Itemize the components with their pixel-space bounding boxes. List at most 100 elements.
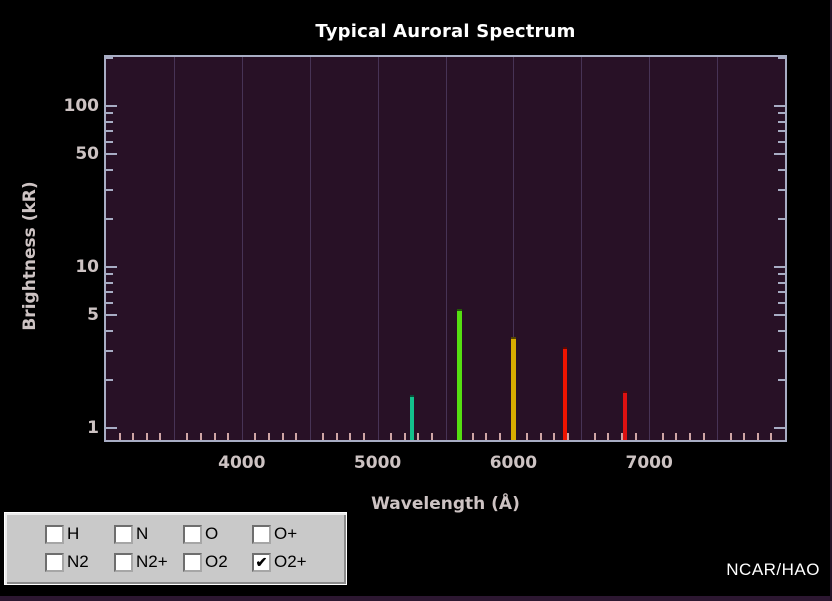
- y-tick: [778, 217, 785, 220]
- species-item-oplus[interactable]: O+: [252, 524, 297, 544]
- checkbox-o2[interactable]: [183, 552, 202, 572]
- species-label-o: O: [205, 524, 219, 543]
- species-label-oplus: O+: [274, 524, 298, 543]
- x-minor-tick: [607, 433, 610, 440]
- species-checkbox-panel: H N O O+ N2 N2+ O2 ✔ O2+: [4, 512, 347, 585]
- x-minor-tick: [186, 433, 189, 440]
- gridline: [309, 57, 311, 440]
- y-tick-label: 1: [87, 418, 99, 438]
- y-tick: [106, 330, 113, 333]
- y-tick: [778, 290, 785, 293]
- x-minor-tick: [159, 433, 162, 440]
- y-tick: [778, 281, 785, 284]
- checkbox-oplus[interactable]: [252, 524, 271, 544]
- spectral-line: [456, 308, 462, 440]
- species-label-o2plus: O2+: [274, 552, 307, 571]
- y-tick: [106, 105, 117, 107]
- checkbox-n2plus[interactable]: [114, 552, 133, 572]
- y-tick: [778, 140, 785, 143]
- gridline: [649, 57, 651, 440]
- checkbox-o[interactable]: [183, 524, 202, 544]
- gridline: [445, 57, 447, 440]
- y-tick: [778, 273, 785, 276]
- y-tick-label: 50: [75, 144, 99, 165]
- species-item-o2plus[interactable]: ✔ O2+: [252, 552, 307, 572]
- gridline: [241, 57, 243, 440]
- y-tick: [106, 427, 117, 429]
- y-tick: [778, 189, 785, 192]
- gridline: [377, 57, 379, 440]
- plot-canvas: [106, 57, 785, 440]
- checkbox-o2plus[interactable]: ✔: [252, 552, 271, 572]
- window-border-bottom: [0, 596, 832, 601]
- x-tick-label: 6000: [489, 453, 538, 473]
- x-minor-tick: [566, 433, 569, 440]
- y-tick: [778, 169, 785, 172]
- spectral-line: [510, 336, 516, 440]
- x-minor-tick: [335, 433, 338, 440]
- y-tick: [778, 129, 785, 132]
- x-minor-tick: [132, 433, 135, 440]
- x-minor-tick: [295, 433, 298, 440]
- x-minor-tick: [702, 433, 705, 440]
- window-border-right: [830, 0, 832, 601]
- x-minor-tick: [634, 433, 637, 440]
- x-tick-label: 4000: [218, 453, 266, 473]
- y-tick: [778, 120, 785, 123]
- x-minor-tick: [349, 433, 352, 440]
- y-tick: [778, 378, 785, 381]
- x-minor-tick: [430, 433, 433, 440]
- species-item-h[interactable]: H: [45, 524, 79, 544]
- y-tick: [106, 301, 113, 304]
- y-tick-label: 10: [75, 257, 99, 277]
- x-minor-tick: [417, 433, 420, 440]
- credit-text: NCAR/HAO: [726, 560, 820, 579]
- y-tick: [778, 57, 785, 59]
- checkmark-icon: ✔: [255, 554, 268, 570]
- y-tick: [106, 290, 113, 293]
- y-tick: [774, 266, 785, 268]
- y-tick: [106, 273, 113, 276]
- species-item-n2[interactable]: N2: [45, 552, 89, 572]
- chart-title: Typical Auroral Spectrum: [315, 21, 576, 42]
- x-minor-tick: [729, 433, 732, 440]
- y-tick: [106, 120, 113, 123]
- x-minor-tick: [281, 433, 284, 440]
- x-minor-tick: [621, 433, 624, 440]
- y-tick: [774, 153, 785, 156]
- x-axis-label: Wavelength (Å): [371, 494, 520, 514]
- x-minor-tick: [756, 433, 759, 440]
- species-label-o2: O2: [205, 552, 228, 571]
- x-minor-tick: [471, 433, 474, 440]
- x-minor-tick: [390, 433, 393, 440]
- x-minor-tick: [145, 433, 148, 440]
- x-minor-tick: [403, 433, 406, 440]
- species-label-n: N: [136, 524, 149, 543]
- spectral-line: [409, 395, 414, 440]
- checkbox-h[interactable]: [45, 524, 64, 544]
- y-tick: [106, 169, 113, 172]
- species-item-o2[interactable]: O2: [183, 552, 228, 572]
- species-label-n2: N2: [67, 552, 89, 571]
- x-minor-tick: [675, 433, 678, 440]
- y-tick: [106, 281, 113, 284]
- plot-area: [104, 55, 787, 442]
- gridline: [513, 57, 515, 440]
- checkbox-n2[interactable]: [45, 552, 64, 572]
- species-item-o[interactable]: O: [183, 524, 218, 544]
- y-tick: [106, 266, 117, 268]
- species-item-n[interactable]: N: [114, 524, 148, 544]
- y-tick: [106, 112, 113, 115]
- y-tick: [106, 217, 113, 220]
- species-item-n2plus[interactable]: N2+: [114, 552, 168, 572]
- y-tick: [106, 189, 113, 192]
- species-label-h: H: [67, 524, 80, 543]
- x-minor-tick: [743, 433, 746, 440]
- x-tick-label: 7000: [625, 453, 673, 473]
- y-tick: [778, 350, 785, 353]
- checkbox-n[interactable]: [114, 524, 133, 544]
- species-label-n2plus: N2+: [136, 552, 168, 571]
- x-minor-tick: [593, 433, 596, 440]
- y-axis-label: Brightness (kR): [20, 181, 40, 331]
